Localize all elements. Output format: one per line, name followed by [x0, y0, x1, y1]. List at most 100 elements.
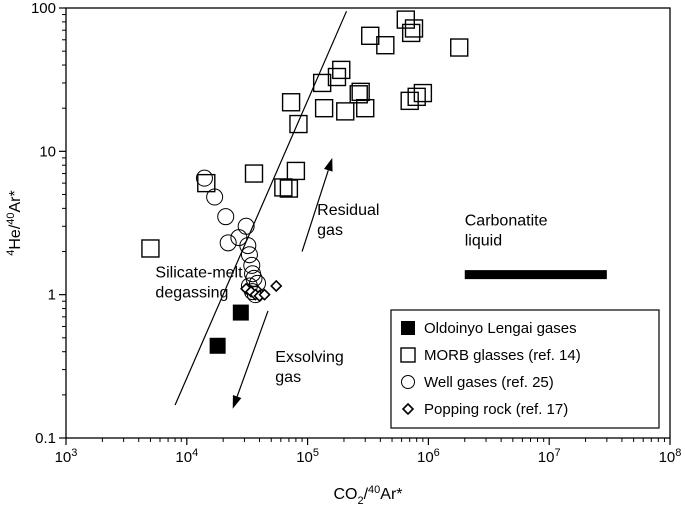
x-tick-label: 106 — [417, 447, 440, 466]
residual-gas-arrow-shaft — [301, 170, 329, 252]
y-tick-label: 1 — [48, 287, 56, 304]
y-tick-label: 0.1 — [35, 430, 56, 447]
annotation-exsolving_gas: Exsolving gas — [275, 349, 343, 386]
open-square-data-point — [413, 83, 433, 103]
open-diamond-data-point — [258, 288, 271, 301]
annotation-line: degassing — [155, 284, 228, 301]
open-circle-data-point — [243, 256, 261, 274]
open-square-data-point — [286, 161, 306, 181]
annotation-line: gas — [317, 222, 343, 239]
open-circle-data-point — [217, 208, 235, 226]
open-circle-data-point — [237, 217, 255, 235]
annotation-line: Silicate-melt — [155, 264, 243, 281]
legend-marker — [401, 375, 415, 389]
open-circle-data-point — [240, 246, 258, 264]
x-tick-label: 104 — [175, 447, 198, 466]
annotation-line: Exsolving — [275, 349, 343, 366]
x-axis-title: CO2/40Ar* — [333, 484, 402, 507]
x-tick-base: 10 — [175, 449, 192, 466]
y-tick-label: 10 — [39, 143, 56, 160]
x-title-subscript: 2 — [357, 495, 363, 507]
plot-frame — [65, 7, 671, 439]
residual-gas-arrow-head — [323, 157, 333, 172]
x-tick-exponent: 4 — [192, 447, 198, 459]
open-square-data-point — [349, 85, 368, 104]
legend-marker — [401, 402, 415, 416]
open-square-data-point — [197, 173, 216, 193]
open-square-data-point — [356, 98, 375, 118]
filled-square-data-point — [209, 337, 226, 354]
y-title-superscript: 40 — [5, 212, 17, 224]
open-square-data-point — [312, 73, 332, 93]
x-tick-exponent: 7 — [554, 447, 560, 459]
open-square-data-point — [314, 98, 334, 118]
trend-lines — [174, 10, 607, 409]
open-square-data-point — [407, 87, 426, 107]
x-tick-base: 10 — [296, 449, 313, 466]
open-square-data-point — [244, 164, 264, 183]
y-tick-label: 100 — [31, 0, 56, 17]
y-title-superscript: 4 — [5, 250, 17, 256]
exsolving-gas-arrow-head — [232, 394, 242, 409]
x-tick-exponent: 3 — [71, 447, 77, 459]
open-circle-data-point — [239, 237, 257, 255]
data-markers — [141, 10, 469, 354]
open-square-data-point — [289, 114, 308, 134]
legend-label: MORB glasses (ref. 14) — [424, 347, 581, 364]
x-title-part: Ar* — [380, 486, 402, 503]
open-square-data-point — [361, 26, 380, 45]
x-tick-label: 108 — [659, 447, 682, 466]
annotation-line: Carbonatite — [465, 212, 548, 229]
filled-square-data-point — [232, 304, 249, 321]
x-tick-base: 10 — [538, 449, 555, 466]
x-tick-base: 10 — [55, 449, 72, 466]
x-tick-exponent: 8 — [675, 447, 681, 459]
open-diamond-data-point — [270, 279, 283, 293]
x-tick-base: 10 — [659, 449, 676, 466]
exsolving-gas-arrow-shaft — [236, 310, 269, 397]
open-square-data-point — [336, 102, 355, 121]
y-title-part: He/ — [7, 224, 24, 249]
annotation-residual_gas: Residual gas — [317, 202, 379, 239]
legend-label: Oldoinyo Lengai gases — [424, 320, 577, 337]
open-square-data-point — [281, 93, 301, 112]
x-title-part: / — [364, 486, 369, 503]
legend: Oldoinyo Lengai gases MORB glasses (ref. … — [390, 309, 660, 429]
x-tick-exponent: 5 — [313, 447, 319, 459]
open-square-data-point — [274, 178, 293, 197]
x-title-part: CO — [333, 486, 357, 503]
x-tick-base: 10 — [417, 449, 434, 466]
carbonatite-liquid-bar — [464, 270, 607, 280]
open-circle-data-point — [219, 234, 237, 252]
trend-line — [174, 10, 348, 406]
annotation-line: Residual — [317, 202, 379, 219]
open-circle-data-point — [195, 169, 213, 187]
open-square-data-point — [376, 36, 395, 55]
legend-marker — [401, 321, 415, 335]
open-square-data-point — [404, 19, 424, 38]
open-square-data-point — [401, 23, 421, 43]
annotation-silicate_melt: Silicate-melt degassing — [155, 264, 243, 301]
legend-box — [390, 309, 660, 429]
legend-label: Popping rock (ref. 17) — [424, 401, 568, 418]
annotation-carbonatite: Carbonatite liquid — [465, 212, 548, 249]
open-square-data-point — [400, 91, 419, 111]
x-tick-exponent: 6 — [434, 447, 440, 459]
legend-marker — [400, 347, 416, 363]
open-square-data-point — [141, 239, 160, 258]
open-square-data-point — [332, 60, 351, 80]
y-axis-title: 4He/40Ar* — [5, 190, 24, 256]
annotation-line: liquid — [465, 232, 502, 249]
x-title-superscript: 40 — [368, 484, 380, 496]
y-title-part: Ar* — [7, 190, 24, 212]
x-tick-label: 107 — [538, 447, 561, 466]
annotation-line: gas — [275, 369, 301, 386]
legend-label: Well gases (ref. 25) — [424, 374, 554, 391]
x-tick-label: 105 — [296, 447, 319, 466]
open-square-data-point — [450, 38, 469, 57]
open-square-data-point — [327, 67, 347, 87]
